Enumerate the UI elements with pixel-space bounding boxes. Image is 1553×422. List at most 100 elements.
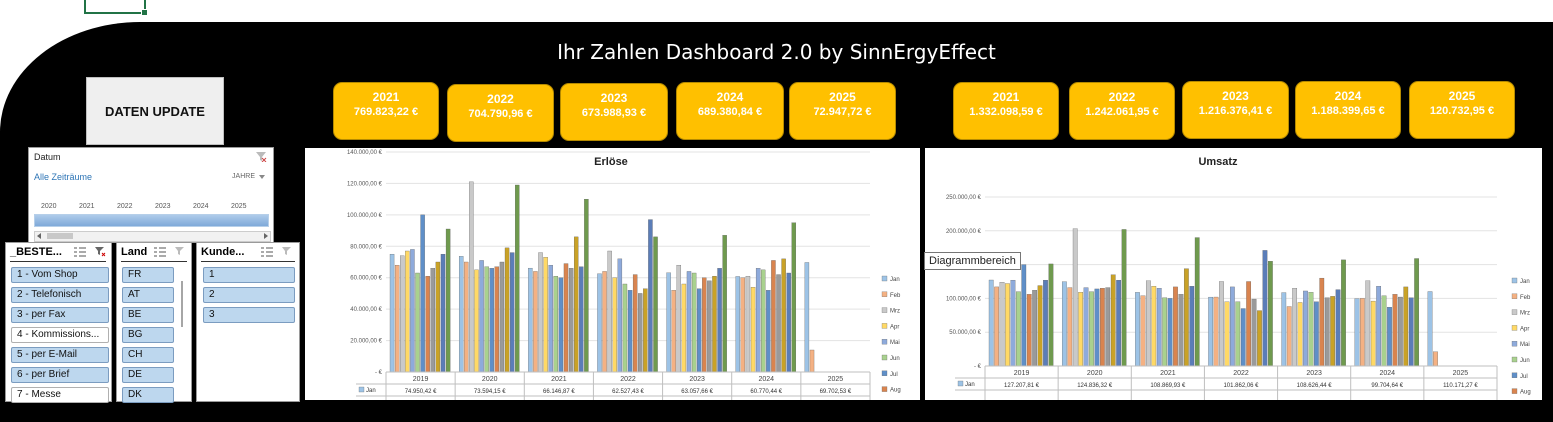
bar-2024-s9 bbox=[1403, 286, 1409, 367]
slicer-item[interactable]: FR bbox=[122, 267, 174, 283]
bar-2019-s2 bbox=[999, 282, 1005, 367]
timeline-title: Datum bbox=[34, 152, 61, 162]
kpi-umsatz-2024: 2024 1.188.399,65 € bbox=[1295, 81, 1401, 139]
slicer-item[interactable]: 4 - Kommissions... bbox=[11, 327, 109, 343]
legend-label: Mai bbox=[890, 340, 900, 346]
timeline-year[interactable]: 2024 bbox=[193, 203, 209, 210]
bar-2023-s3 bbox=[1297, 302, 1303, 367]
chart-erloese[interactable]: Erlöse - € 20.000,00 € 40.000,00 € 60.000,00… bbox=[305, 148, 920, 412]
bar-2023-s2 bbox=[676, 264, 682, 373]
multi-select-icon[interactable] bbox=[74, 247, 86, 257]
y-tick-label: 100.000,00 € bbox=[347, 213, 383, 219]
multi-select-icon[interactable] bbox=[261, 247, 273, 257]
bar-2022-s0 bbox=[1208, 296, 1214, 367]
bar-2020-s1 bbox=[464, 261, 469, 373]
bar-2023-s11 bbox=[722, 235, 727, 373]
timeline-level[interactable]: JAHRE bbox=[232, 173, 255, 180]
fill-handle[interactable] bbox=[141, 9, 148, 16]
timeline-year[interactable]: 2021 bbox=[79, 203, 95, 210]
chart-erloese-svg: Erlöse - € 20.000,00 € 40.000,00 € 60.000,00… bbox=[347, 150, 901, 412]
slicer-item[interactable]: 3 - per Fax bbox=[11, 307, 109, 323]
table-cell: 74.950,42 € bbox=[405, 389, 437, 395]
slicer-item[interactable]: 7 - Messe bbox=[11, 387, 109, 403]
timeline-year[interactable]: 2023 bbox=[155, 203, 171, 210]
kpi-value: 1.216.376,41 € bbox=[1198, 105, 1273, 117]
kpi-year: 2022 bbox=[1108, 90, 1136, 104]
bar-2023-s9 bbox=[1330, 296, 1336, 367]
clear-filter-icon[interactable] bbox=[174, 246, 186, 257]
slicer-title: Land bbox=[121, 246, 148, 258]
x-tick-label: 2021 bbox=[1160, 370, 1176, 377]
clear-filter-icon[interactable] bbox=[281, 246, 293, 257]
slicer-kunde[interactable]: Kunde... 1 2 3 bbox=[196, 242, 300, 402]
scroll-left-icon[interactable] bbox=[36, 233, 42, 239]
slicer-item[interactable]: BE bbox=[122, 307, 174, 323]
chart-umsatz[interactable]: Umsatz- €50.000,00 €100.000,00 €150.000,… bbox=[925, 148, 1542, 406]
data-update-button[interactable]: DATEN UPDATE bbox=[86, 77, 224, 145]
timeline-year[interactable]: 2022 bbox=[117, 203, 133, 210]
bar-2023-s0 bbox=[1281, 292, 1287, 367]
bar-2024-s5 bbox=[1381, 295, 1387, 367]
slicer-land[interactable]: Land FR AT BE BG CH DE DK bbox=[116, 242, 192, 403]
timeline-year[interactable]: 2020 bbox=[41, 203, 57, 210]
bar-2020-s10 bbox=[1116, 279, 1122, 367]
chart-title: Umsatz bbox=[1198, 156, 1238, 168]
bar-2021-s0 bbox=[528, 267, 533, 373]
scroll-right-icon[interactable] bbox=[263, 233, 269, 239]
bar-2021-s7 bbox=[1173, 286, 1178, 367]
slicer-item[interactable]: BG bbox=[122, 327, 174, 343]
slicer-scrollbar[interactable] bbox=[181, 281, 183, 327]
bar-2019-s10 bbox=[440, 253, 446, 373]
kpi-value: 673.988,93 € bbox=[581, 107, 647, 119]
x-tick-label: 2024 bbox=[1379, 370, 1395, 377]
timeline-slicer-datum[interactable]: Datum Alle Zeiträume JAHRE 2020 2021 2022 2… bbox=[28, 147, 274, 243]
bar-2022-s10 bbox=[648, 219, 653, 373]
slicer-item[interactable]: AT bbox=[122, 287, 174, 303]
bar-2022-s9 bbox=[643, 288, 648, 373]
timeline-scrollbar[interactable] bbox=[34, 231, 271, 242]
slicer-item[interactable]: DE bbox=[122, 367, 174, 383]
y-tick-label: 140.000,00 € bbox=[347, 150, 383, 156]
scrollbar-thumb[interactable] bbox=[47, 233, 73, 239]
slicer-item[interactable]: 1 bbox=[203, 267, 295, 283]
slicer-item[interactable]: 3 bbox=[203, 307, 295, 323]
bar-2024-s3 bbox=[750, 286, 756, 373]
slicer-item[interactable]: CH bbox=[122, 347, 174, 363]
timeline-years: 2020 2021 2022 2023 2024 2025 bbox=[33, 203, 269, 213]
legend-key-Jan bbox=[1511, 277, 1518, 284]
bar-2022-s3 bbox=[612, 277, 617, 373]
bar-2019-s8 bbox=[430, 268, 436, 373]
bar-2023-s10 bbox=[717, 268, 722, 373]
y-tick-label: 200.000,00 € bbox=[946, 229, 982, 235]
bar-2021-s4 bbox=[1156, 288, 1162, 367]
slicer-item[interactable]: 2 bbox=[203, 287, 295, 303]
bar-2023-s4 bbox=[686, 271, 692, 373]
bar-2019-s2 bbox=[400, 255, 405, 373]
kpi-value: 1.332.098,59 € bbox=[969, 106, 1043, 118]
chart-title: Erlöse bbox=[594, 156, 628, 168]
active-cell[interactable] bbox=[84, 0, 148, 16]
multi-select-icon[interactable] bbox=[154, 247, 166, 257]
slicer-item[interactable]: 5 - per E-Mail bbox=[11, 347, 109, 363]
slicer-item[interactable]: DK bbox=[122, 387, 174, 403]
bar-2022-s2 bbox=[1219, 281, 1224, 367]
bar-2024-s7 bbox=[1392, 294, 1398, 367]
timeline-bar[interactable] bbox=[34, 214, 269, 227]
table-legend-key bbox=[957, 380, 964, 387]
table-cell: 101.862,06 € bbox=[1223, 383, 1259, 389]
bar-2023-s7 bbox=[1319, 277, 1325, 367]
y-tick-label: 250.000,00 € bbox=[946, 195, 982, 201]
kpi-umsatz-2025: 2025 120.732,95 € bbox=[1409, 81, 1515, 139]
slicer-item[interactable]: 6 - per Brief bbox=[11, 367, 109, 383]
bar-2024-s2 bbox=[745, 275, 751, 373]
bar-2024-s10 bbox=[1408, 297, 1414, 367]
slicer-item[interactable]: 1 - Vom Shop bbox=[11, 267, 109, 283]
chevron-down-icon[interactable] bbox=[259, 175, 265, 179]
slicer-bestellart[interactable]: _BESTE... 1 - Vom Shop 2 - Telefonisch 3… bbox=[5, 242, 112, 403]
legend-key-Aug bbox=[1511, 388, 1518, 394]
clear-filter-icon[interactable] bbox=[94, 246, 106, 257]
timeline-year[interactable]: 2025 bbox=[231, 203, 247, 210]
slicer-item[interactable]: 2 - Telefonisch bbox=[11, 287, 109, 303]
clear-filter-icon[interactable] bbox=[255, 151, 267, 162]
bar-2019-s11 bbox=[445, 228, 451, 373]
